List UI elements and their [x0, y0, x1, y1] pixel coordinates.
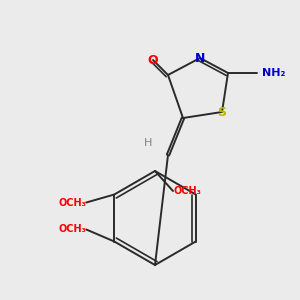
Text: O: O	[148, 53, 158, 67]
Text: OCH₃: OCH₃	[58, 224, 86, 235]
Text: NH₂: NH₂	[262, 68, 285, 78]
Text: OCH₃: OCH₃	[173, 186, 201, 196]
Text: OCH₃: OCH₃	[58, 197, 86, 208]
Text: S: S	[218, 106, 226, 118]
Text: H: H	[144, 138, 152, 148]
Text: N: N	[195, 52, 205, 64]
